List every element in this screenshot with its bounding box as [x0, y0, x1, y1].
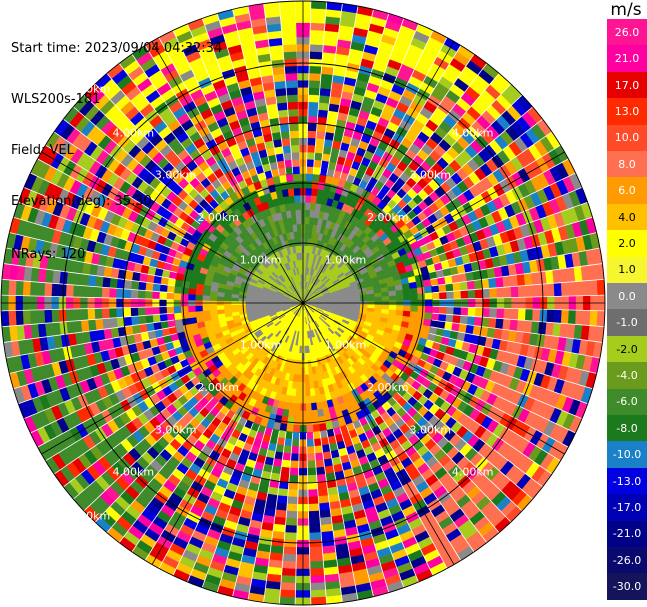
azimuth-line: [151, 302, 304, 565]
range-label: 2.00km: [367, 381, 409, 394]
colorbar-tick-label: 2.0: [618, 236, 636, 250]
range-label: 1.00km: [240, 254, 282, 267]
colorbar-unit: m/s: [610, 0, 642, 20]
colorbar-cell: [607, 494, 647, 522]
colorbar-tick-label: -8.0: [616, 421, 638, 435]
azimuth-line: [302, 151, 565, 304]
range-label: 3.00km: [155, 169, 197, 182]
azimuth-line: [41, 151, 304, 304]
colorbar-tick-label: 6.0: [618, 184, 636, 198]
colorbar-tick-label: -4.0: [616, 368, 638, 382]
colorbar-cell: [607, 45, 647, 73]
ppi-velocity-plot: 1.00km 1.00km 1.00km 1.00km 2.00km 2.00km 2.00…: [0, 0, 606, 606]
colorbar-tick-label: 21.0: [614, 52, 640, 66]
colorbar-tick-label: -2.0: [616, 342, 638, 356]
range-label: 3.00km: [155, 423, 197, 436]
colorbar-cell: [607, 441, 647, 469]
range-label: 1.00km: [240, 338, 282, 351]
colorbar-tick-label: -13.0: [612, 474, 642, 488]
colorbar-cell: [607, 98, 647, 126]
colorbar-cell: [607, 388, 647, 416]
range-label: 4.00km: [113, 466, 155, 479]
colorbar-tick-label: -30.0: [612, 580, 642, 594]
colorbar-tick-label: -10.0: [612, 448, 642, 462]
colorbar-cell: [607, 415, 647, 442]
range-label: 1.00km: [325, 254, 367, 267]
colorbar-tick-label: 0.0: [618, 289, 636, 303]
colorbar-tick-label: 10.0: [614, 131, 640, 145]
colorbar-cell: [607, 203, 647, 231]
colorbar-cell: [607, 256, 647, 284]
range-label: 4.00km: [452, 466, 494, 479]
colorbar-cell: [607, 573, 647, 601]
velocity-gates: [0, 0, 606, 606]
colorbar-cell: [607, 520, 647, 548]
azimuth-line: [41, 302, 304, 455]
colorbar-cell: [607, 283, 647, 310]
range-label: 5.00km: [69, 510, 111, 523]
range-label: 2.00km: [197, 211, 239, 224]
colorbar-cell: [607, 335, 647, 363]
range-label: 5.00km: [69, 82, 111, 95]
colorbar-tick-label: -6.0: [616, 395, 638, 409]
azimuth-line: [302, 41, 455, 304]
colorbar-tick-label: 17.0: [614, 78, 640, 92]
colorbar-cell: [607, 151, 647, 178]
colorbar-tick-label: 8.0: [618, 157, 636, 171]
colorbar-tick-label: 26.0: [614, 25, 640, 39]
range-label: 3.00km: [409, 169, 451, 182]
azimuth-line: [302, 302, 455, 565]
range-label: 4.00km: [452, 126, 494, 139]
colorbar-cell: [607, 71, 647, 99]
colorbar-cell: [607, 547, 647, 574]
colorbar-tick-label: -17.0: [612, 500, 642, 514]
colorbar-cell: [607, 362, 647, 390]
colorbar-tick-label: -1.0: [616, 316, 638, 330]
colorbar-tick-label: -26.0: [612, 553, 642, 567]
colorbar-cell: [607, 309, 647, 337]
azimuth-line: [302, 302, 565, 455]
colorbar-cell: [607, 230, 647, 258]
colorbar-tick-label: 13.0: [614, 104, 640, 118]
range-label: 3.00km: [409, 423, 451, 436]
colorbar-cell: [607, 467, 647, 495]
colorbar-cell: [607, 124, 647, 152]
colorbar: 26.0 21.0 17.0 13.0 10.0 8.0 6.0 4.0 2.0 1.0 0.0 -1…: [607, 19, 647, 601]
range-label: 4.00km: [113, 126, 155, 139]
range-labels: 1.00km 1.00km 1.00km 1.00km 2.00km 2.00km 2.00…: [69, 82, 494, 522]
range-label: 2.00km: [367, 211, 409, 224]
colorbar-cell: [607, 177, 647, 205]
colorbar-cell: [607, 19, 647, 46]
range-rings: [0, 0, 606, 606]
range-label: 1.00km: [325, 338, 367, 351]
colorbar-tick-label: 1.0: [618, 263, 636, 277]
colorbar-tick-label: -21.0: [612, 527, 642, 541]
range-label: 2.00km: [197, 381, 239, 394]
azimuth-line: [151, 41, 304, 304]
colorbar-tick-label: 4.0: [618, 210, 636, 224]
